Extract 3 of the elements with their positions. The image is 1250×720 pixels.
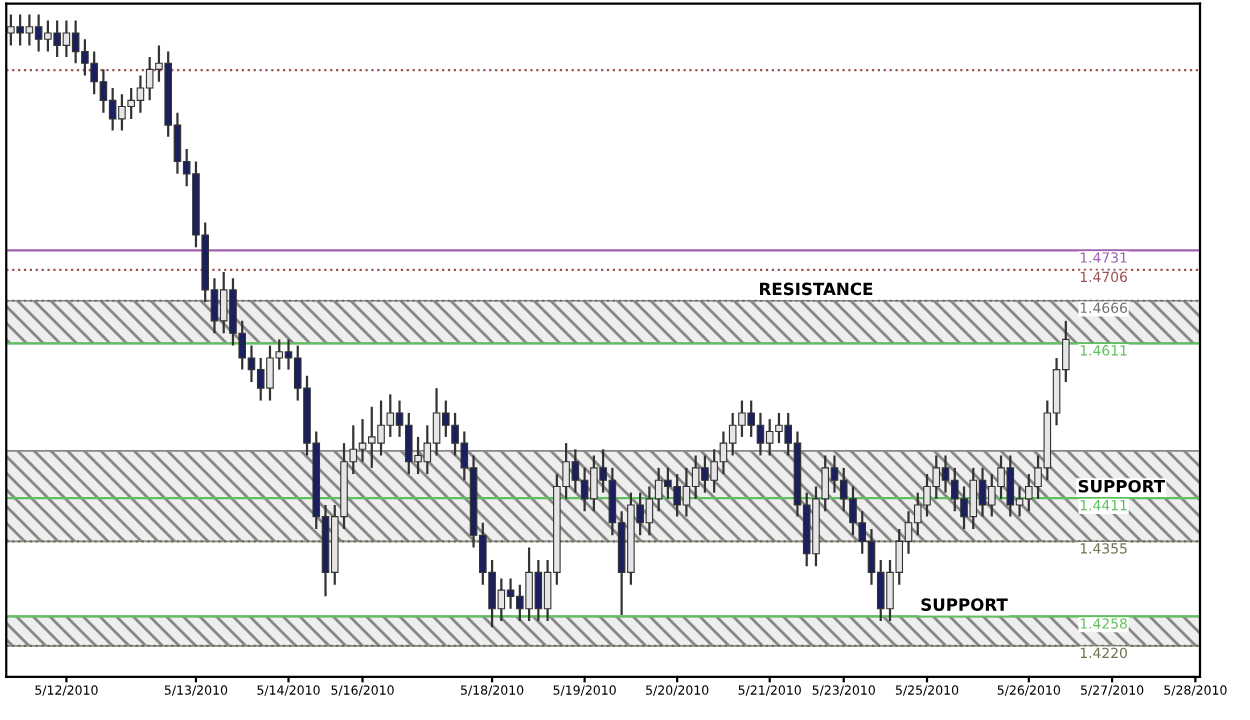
band-label: SUPPORT: [1078, 479, 1166, 493]
band-label: RESISTANCE: [760, 282, 873, 296]
band-label: SUPPORT: [921, 598, 1008, 611]
